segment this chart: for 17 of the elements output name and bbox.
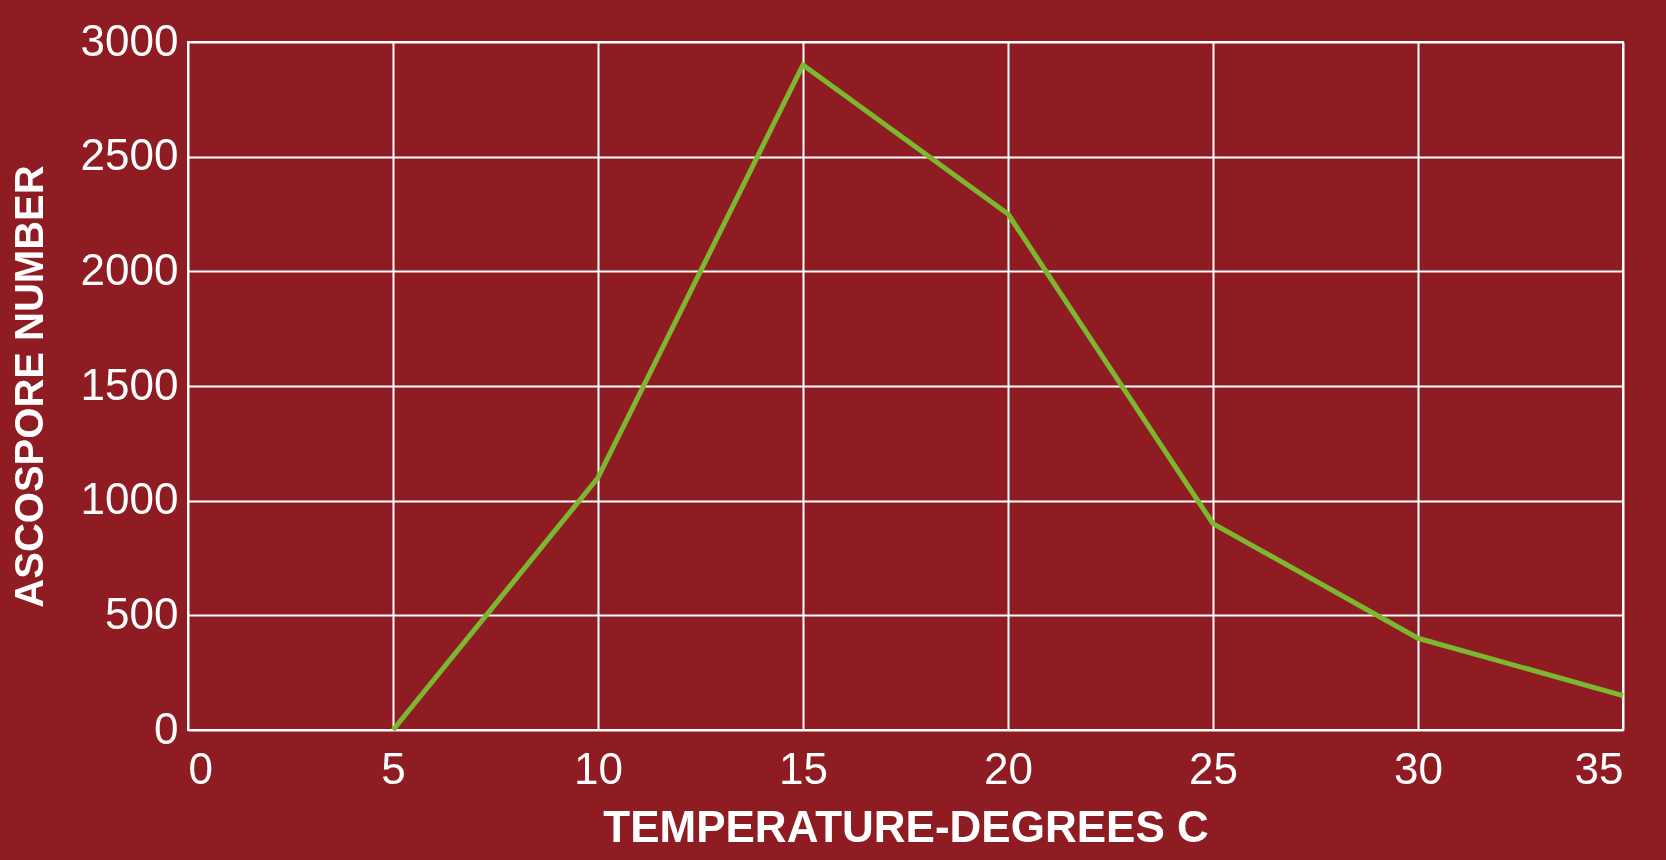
y-tick-label: 1500 [80, 359, 179, 409]
x-tick-label: 20 [984, 743, 1033, 793]
x-tick-label: 10 [574, 743, 623, 793]
x-tick-label: 25 [1189, 743, 1238, 793]
x-tick-label: 5 [381, 743, 406, 793]
x-tick-label: 0 [188, 743, 213, 793]
y-tick-label: 1000 [80, 474, 179, 524]
y-tick-label: 500 [105, 588, 179, 638]
y-tick-label: 2000 [80, 244, 179, 294]
y-tick-label: 2500 [80, 130, 179, 180]
x-tick-label: 35 [1574, 743, 1624, 793]
y-tick-label: 0 [154, 703, 179, 753]
y-tick-label: 3000 [80, 15, 179, 65]
y-axis-title: ASCOSPORE NUMBER [6, 165, 51, 608]
x-tick-label: 15 [779, 743, 828, 793]
x-axis-title: TEMPERATURE-DEGREES C [603, 801, 1209, 851]
x-tick-label: 30 [1394, 743, 1443, 793]
